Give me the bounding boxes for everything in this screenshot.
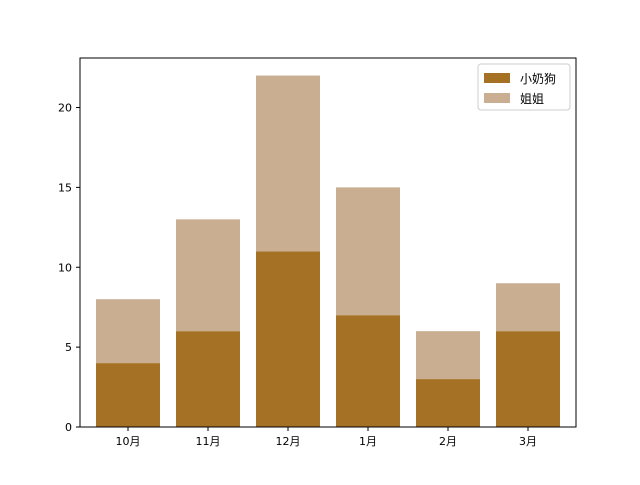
bar-series2-5 <box>496 283 560 332</box>
bar-series1-0 <box>96 363 160 427</box>
y-tick-label: 10 <box>58 261 72 274</box>
bar-series2-4 <box>416 331 480 380</box>
bar-series1-5 <box>496 331 560 427</box>
bar-series1-4 <box>416 379 480 427</box>
bar-series2-2 <box>256 75 320 252</box>
legend-label: 姐姐 <box>520 92 544 106</box>
y-tick-label: 0 <box>65 421 72 434</box>
bar-series1-1 <box>176 331 240 427</box>
x-tick-label: 3月 <box>519 435 537 448</box>
legend-swatch <box>484 73 510 83</box>
x-tick-label: 2月 <box>439 435 457 448</box>
x-tick-label: 12月 <box>276 435 301 448</box>
bar-series1-2 <box>256 251 320 427</box>
bar-series2-3 <box>336 187 400 316</box>
y-axis: 0 5 10 15 20 <box>58 102 80 434</box>
y-tick-label: 5 <box>65 341 72 354</box>
bar-series2-0 <box>96 299 160 364</box>
bars-group <box>96 75 560 427</box>
x-tick-label: 1月 <box>359 435 377 448</box>
x-tick-label: 10月 <box>116 435 141 448</box>
y-tick-label: 15 <box>58 181 72 194</box>
legend-label: 小奶狗 <box>520 72 556 86</box>
bar-series1-3 <box>336 315 400 427</box>
x-tick-label: 11月 <box>196 435 221 448</box>
x-axis: 10月 11月 12月 1月 2月 3月 <box>116 427 537 448</box>
bar-series2-1 <box>176 219 240 332</box>
plot-frame <box>79 57 577 428</box>
y-tick-label: 20 <box>58 102 72 115</box>
legend-swatch <box>484 93 510 103</box>
